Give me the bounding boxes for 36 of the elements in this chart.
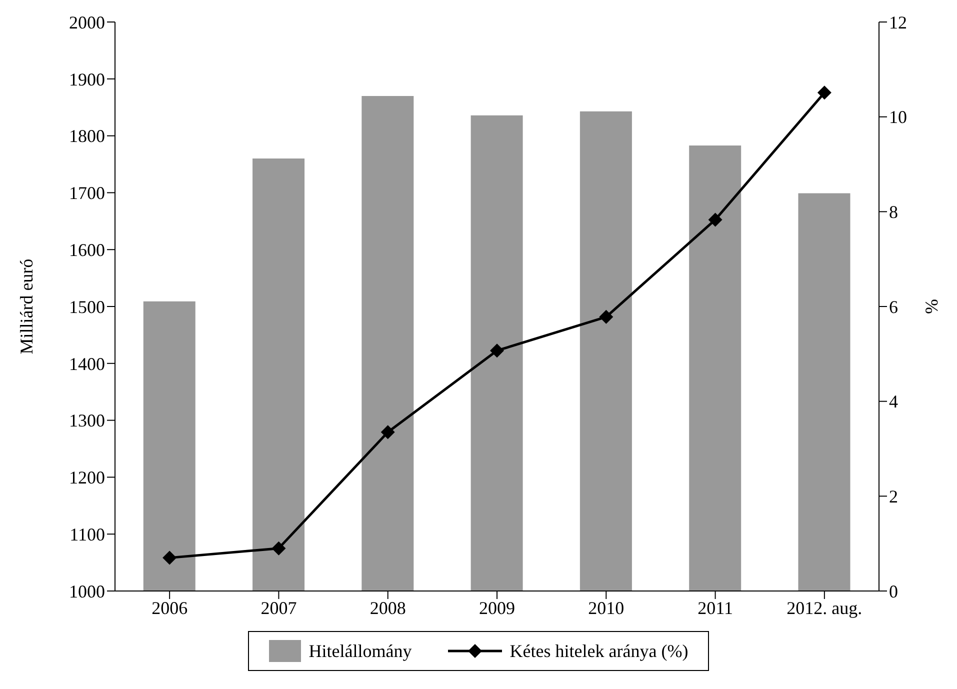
- y-tick-label: 1200: [69, 468, 105, 488]
- y-tick-label: 1600: [69, 240, 105, 260]
- point: [490, 344, 504, 358]
- x-tick-label: 2010: [588, 598, 624, 618]
- y-tick-label: 1500: [69, 296, 105, 317]
- y-axis-title: Milliárd euró: [16, 258, 36, 354]
- x-tick-label: 2011: [698, 598, 733, 618]
- x-tick-label: 2007: [260, 598, 297, 618]
- point: [599, 310, 614, 324]
- point: [708, 212, 722, 227]
- x-tick-label: 2008: [370, 598, 406, 618]
- y2-tick-label: 0: [889, 581, 898, 602]
- y2-tick-label: 10: [889, 107, 907, 128]
- y-tick-label: 1100: [70, 524, 105, 544]
- y-tick-label: 2000: [69, 12, 105, 32]
- legend-label: Hitelállomány: [308, 640, 412, 662]
- y-tick-label: 1400: [69, 354, 105, 374]
- y2-tick-label: 2: [889, 486, 898, 507]
- point: [380, 425, 395, 440]
- x-tick-label: 2012. aug.: [786, 598, 862, 618]
- y2-tick-label: 8: [889, 202, 898, 222]
- y2-tick-label: 4: [889, 392, 898, 412]
- point: [272, 541, 286, 556]
- y-tick-label: 1000: [69, 581, 105, 602]
- y2-tick-label: 12: [889, 12, 907, 32]
- y-tick-label: 1900: [69, 69, 105, 90]
- y-tick-label: 1800: [69, 126, 105, 146]
- y-tick-label: 1700: [69, 183, 105, 204]
- x-tick-label: 2006: [152, 598, 188, 618]
- y2-tick-label: 6: [889, 296, 898, 317]
- y-tick-label: 1300: [69, 410, 105, 431]
- point: [817, 86, 832, 100]
- point: [162, 550, 177, 565]
- x-tick-label: 2009: [479, 598, 515, 618]
- y2-axis-title: %: [921, 299, 942, 314]
- legend-label: Kétes hitelek aránya (%): [510, 640, 688, 662]
